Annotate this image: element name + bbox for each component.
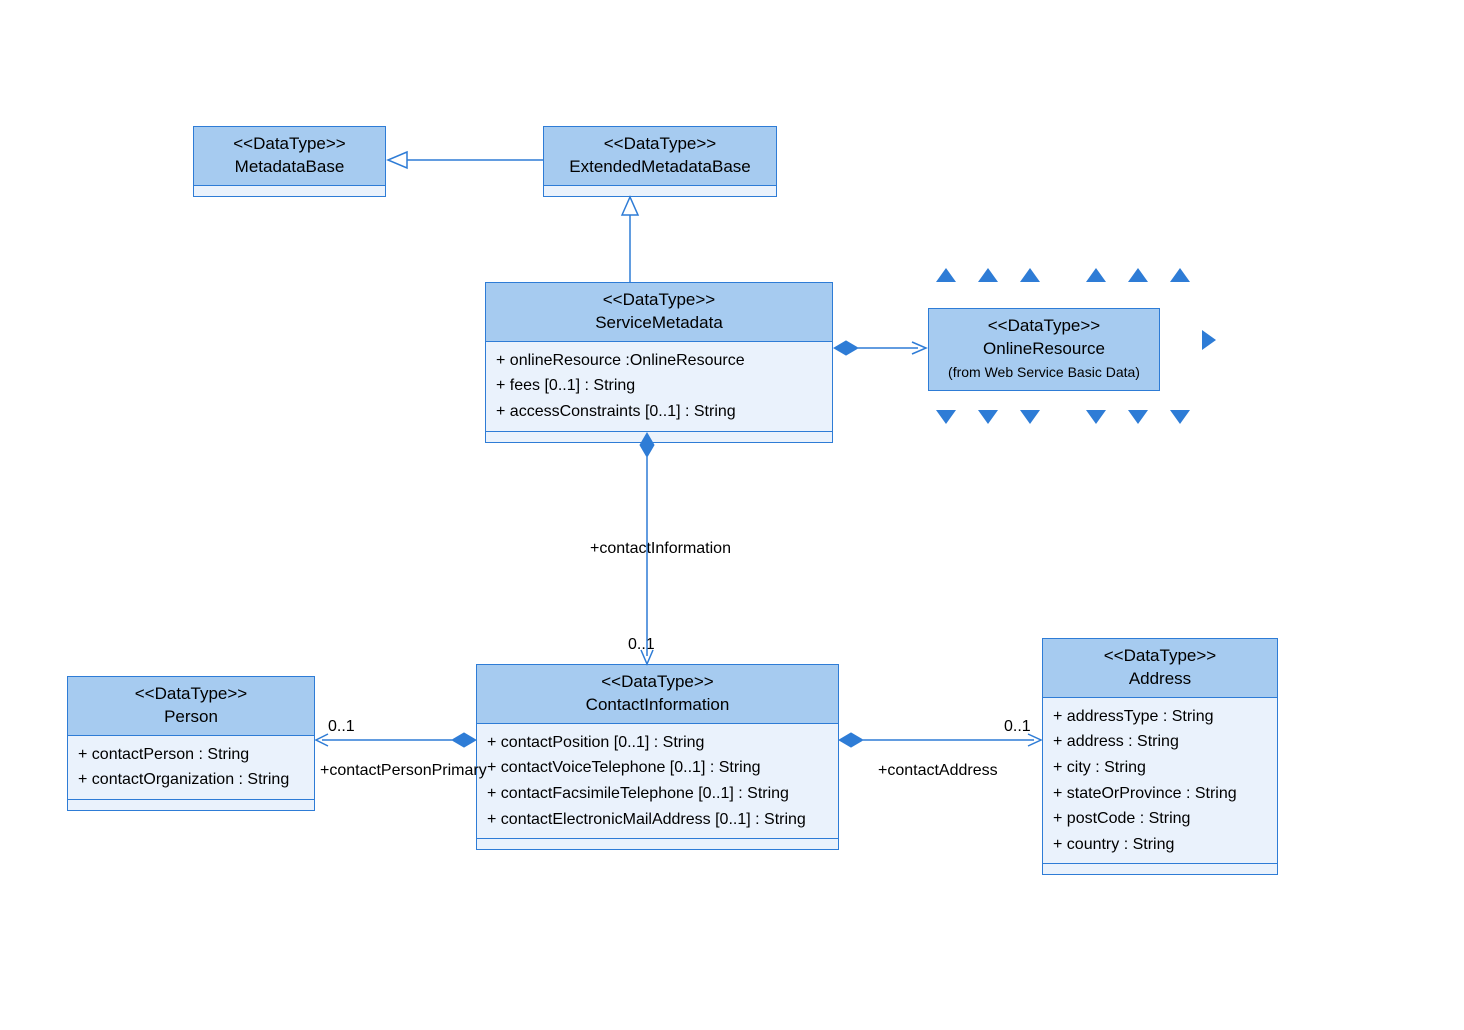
decor-triangle-down-icon (1170, 410, 1190, 424)
decor-triangle-up-icon (1128, 268, 1148, 282)
edge-label-person-role: +contactPersonPrimary (320, 762, 487, 780)
stereotype: <<DataType>> (487, 671, 828, 694)
class-person: <<DataType>> Person + contactPerson : St… (67, 676, 315, 811)
class-attributes: + contactPerson : String + contactOrgani… (68, 736, 314, 800)
decor-triangle-down-icon (1128, 410, 1148, 424)
class-body-empty (68, 800, 314, 810)
edge-label-contact-info-role: +contactInformation (590, 540, 731, 558)
attribute: + addressType : String (1053, 704, 1267, 730)
attribute: + contactElectronicMailAddress [0..1] : … (487, 807, 828, 833)
decor-triangle-down-icon (1086, 410, 1106, 424)
class-attributes: + contactPosition [0..1] : String + cont… (477, 724, 838, 839)
class-online-resource: <<DataType>> OnlineResource (from Web Se… (928, 308, 1160, 391)
edge-svc-to-ext (622, 197, 638, 282)
class-header: <<DataType>> ContactInformation (477, 665, 838, 724)
class-body-empty (477, 839, 838, 849)
class-name: ContactInformation (487, 694, 828, 717)
stereotype: <<DataType>> (554, 133, 766, 156)
decor-triangle-up-icon (1170, 268, 1190, 282)
attribute: + contactFacsimileTelephone [0..1] : Str… (487, 781, 828, 807)
stereotype: <<DataType>> (939, 315, 1149, 338)
decor-triangle-up-icon (936, 268, 956, 282)
class-header: <<DataType>> MetadataBase (194, 127, 385, 186)
class-header: <<DataType>> ServiceMetadata (486, 283, 832, 342)
decor-triangle-down-icon (936, 410, 956, 424)
attribute: + accessConstraints [0..1] : String (496, 399, 822, 425)
edge-label-contact-info-mult: 0..1 (628, 636, 655, 654)
class-address: <<DataType>> Address + addressType : Str… (1042, 638, 1278, 875)
class-attributes: + onlineResource :OnlineResource + fees … (486, 342, 832, 432)
edge-label-person-mult: 0..1 (328, 718, 355, 736)
class-header: <<DataType>> ExtendedMetadataBase (544, 127, 776, 186)
stereotype: <<DataType>> (1053, 645, 1267, 668)
class-name: MetadataBase (204, 156, 375, 179)
class-body-empty (1043, 864, 1277, 874)
attribute: + fees [0..1] : String (496, 373, 822, 399)
attribute: + contactPosition [0..1] : String (487, 730, 828, 756)
attribute: + stateOrProvince : String (1053, 781, 1267, 807)
edge-ext-to-meta (388, 152, 543, 168)
stereotype: <<DataType>> (496, 289, 822, 312)
class-name: ServiceMetadata (496, 312, 822, 335)
class-body-empty (486, 432, 832, 442)
attribute: + contactPerson : String (78, 742, 304, 768)
edge-label-address-mult: 0..1 (1004, 718, 1031, 736)
attribute: + postCode : String (1053, 806, 1267, 832)
attribute: + country : String (1053, 832, 1267, 858)
edge-svc-to-online (834, 341, 926, 355)
class-metadata-base: <<DataType>> MetadataBase (193, 126, 386, 197)
class-header: <<DataType>> Person (68, 677, 314, 736)
class-body-empty (194, 186, 385, 196)
class-header: <<DataType>> OnlineResource (from Web Se… (929, 309, 1159, 390)
attribute: + contactOrganization : String (78, 767, 304, 793)
class-contact-information: <<DataType>> ContactInformation + contac… (476, 664, 839, 850)
attribute: + contactVoiceTelephone [0..1] : String (487, 755, 828, 781)
attribute: + onlineResource :OnlineResource (496, 348, 822, 374)
class-header: <<DataType>> Address (1043, 639, 1277, 698)
class-attributes: + addressType : String + address : Strin… (1043, 698, 1277, 865)
from-package: (from Web Service Basic Data) (948, 364, 1140, 380)
attribute: + city : String (1053, 755, 1267, 781)
decor-triangle-up-icon (1020, 268, 1040, 282)
decor-triangle-down-icon (1020, 410, 1040, 424)
edge-label-address-role: +contactAddress (878, 762, 998, 780)
decor-triangle-up-icon (1086, 268, 1106, 282)
class-body-empty (544, 186, 776, 196)
class-name: Person (78, 706, 304, 729)
class-extended-metadata-base: <<DataType>> ExtendedMetadataBase (543, 126, 777, 197)
stereotype: <<DataType>> (78, 683, 304, 706)
class-name: OnlineResource (939, 338, 1149, 361)
decor-triangle-down-icon (978, 410, 998, 424)
decor-triangle-right-icon (1202, 330, 1216, 350)
stereotype: <<DataType>> (204, 133, 375, 156)
class-name: Address (1053, 668, 1267, 691)
attribute: + address : String (1053, 729, 1267, 755)
class-name: ExtendedMetadataBase (554, 156, 766, 179)
decor-triangle-up-icon (978, 268, 998, 282)
class-service-metadata: <<DataType>> ServiceMetadata + onlineRes… (485, 282, 833, 443)
